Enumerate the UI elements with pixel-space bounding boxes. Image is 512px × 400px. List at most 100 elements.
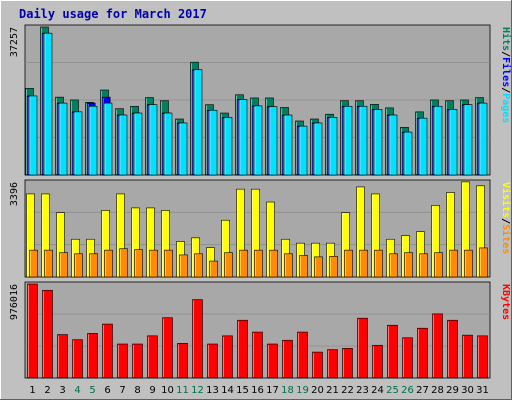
x-tick-label: 8 [134,385,140,396]
y-max-label-kbytes: 976016 [9,284,20,320]
sites-bar-day-12 [194,253,203,278]
x-tick-label: 17 [266,385,279,396]
sites-bar-day-16 [254,249,263,278]
pages-bar-day-30 [463,104,473,176]
sites-bar-day-22 [344,249,353,278]
pages-bar-day-24-face [373,109,383,176]
pages-bar-day-27 [418,117,428,176]
pages-bar-day-12 [193,69,203,176]
x-tick-label: 15 [236,385,249,396]
x-axis-day-labels: 1 2 3 4 5 6 7 8 9 10 11 12 13 14 15 16 17 18 19 20 21 22 23 24 2… [29,385,489,396]
kbytes-bar-day-9 [147,335,158,379]
x-tick-label: 29 [446,385,459,396]
sites-bar-day-20-face [314,256,323,278]
kbytes-bar-day-27 [417,327,428,379]
kbytes-bar-day-25-face [387,324,398,379]
kbytes-panel: 976016 KBytes [9,281,511,379]
sites-bar-day-7-face [119,248,128,278]
sites-bar-day-12-face [194,253,203,278]
x-tick-label: 31 [476,385,489,396]
sites-bar-day-17-face [269,249,278,278]
kbytes-bar-day-17 [267,343,278,379]
pages-bar-day-17-face [268,106,278,176]
kbytes-bar-day-21 [327,349,338,379]
x-tick-label: 13 [206,385,219,396]
sites-bar-day-13 [209,260,218,278]
kbytes-bar-day-13-face [207,343,218,379]
sites-bar-day-27 [419,253,428,278]
legend-kbytes: KBytes [500,284,511,320]
kbytes-bar-day-22 [342,348,353,379]
kbytes-bar-day-26-face [402,337,413,379]
sites-bar-day-9 [149,249,158,278]
pages-bar-day-9 [148,104,158,176]
pages-bar-day-5-face [88,105,98,176]
legend-part: / [500,87,511,93]
sites-bar-day-29-face [449,249,458,278]
sites-bar-day-3-face [59,252,68,278]
sites-bar-day-16-face [254,249,263,278]
x-tick-label: 14 [221,385,234,396]
x-tick-label: 3 [59,385,65,396]
pages-bar-day-8 [133,112,143,176]
pages-bar-day-31 [478,102,488,176]
pages-bar-day-8-face [133,112,143,176]
kbytes-bar-day-4-face [72,339,83,379]
sites-bar-day-23-face [359,249,368,278]
x-tick-label: 5 [89,385,95,396]
kbytes-bar-day-9-face [147,335,158,379]
kbytes-bar-day-20 [312,351,323,379]
pages-bar-day-1-face [28,95,38,176]
x-tick-label: 30 [461,385,474,396]
legend-part: Hits [500,27,512,51]
x-tick-label: 28 [431,385,444,396]
pages-bar-day-2-face [43,32,53,176]
kbytes-bar-day-5 [87,333,98,379]
kbytes-bar-day-18-face [282,339,293,379]
legend-part: / [500,51,511,57]
sites-bar-day-3 [59,252,68,278]
sites-bar-day-1 [29,249,38,278]
pages-bar-day-29 [448,109,458,176]
pages-bar-day-14 [223,117,233,176]
sites-bar-day-24-face [374,249,383,278]
pages-bar-day-17 [268,106,278,176]
kbytes-bar-day-22-face [342,348,353,379]
pages-bar-day-25 [388,114,398,176]
sites-bar-day-8 [134,249,143,278]
pages-bar-day-2 [43,32,53,176]
sites-bar-day-29 [449,249,458,278]
kbytes-bar-day-10-face [162,317,173,379]
pages-bar-day-13-face [208,109,218,176]
kbytes-bar-day-10 [162,317,173,379]
x-tick-label: 12 [191,385,204,396]
pages-bar-day-18 [283,114,293,176]
sites-bar-day-30 [464,249,473,278]
pages-bar-day-30-face [463,104,473,176]
sites-bar-day-4-face [74,253,83,278]
x-tick-label: 1 [29,385,35,396]
sites-bar-day-2-face [44,249,53,278]
x-tick-label: 11 [176,385,189,396]
pages-bar-day-16 [253,105,263,176]
kbytes-bar-day-11 [177,343,188,379]
kbytes-bar-day-15 [237,319,248,379]
pages-bar-day-7-face [118,114,128,176]
sites-bar-day-18 [284,253,293,278]
sites-bar-day-11 [179,254,188,278]
x-tick-label: 25 [386,385,399,396]
x-tick-label: 23 [356,385,369,396]
x-tick-label: 18 [281,385,294,396]
sites-bar-day-9-face [149,249,158,278]
pages-bar-day-24 [373,109,383,176]
pages-bar-day-19 [298,125,308,176]
x-tick-label: 10 [161,385,174,396]
kbytes-bar-day-11-face [177,343,188,379]
sites-bar-day-31 [479,247,488,278]
kbytes-bar-day-28-face [432,313,443,379]
kbytes-bar-day-31 [477,335,488,379]
pages-bar-day-13 [208,109,218,176]
legend-part: Visits [500,182,512,218]
